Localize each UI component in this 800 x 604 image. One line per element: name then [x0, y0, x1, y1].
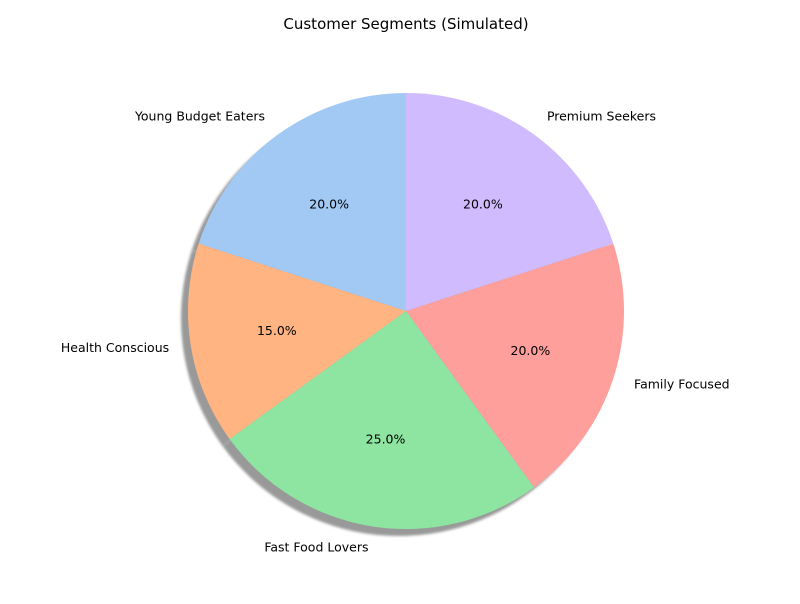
- pie-slice-family-focused: [406, 243, 625, 488]
- pie-slice-fast-food-lovers: [229, 311, 535, 530]
- pie-slice-young-budget-eaters: [198, 93, 406, 311]
- slice-label-fast-food-lovers: Fast Food Lovers: [264, 539, 368, 554]
- pie-slice-premium-seekers: [406, 93, 614, 311]
- slice-labels: Young Budget Eaters Health Conscious Fast …: [61, 109, 730, 555]
- pct-label-health-conscious: 15.0%: [257, 323, 297, 338]
- pie-slices: [187, 93, 625, 530]
- percentage-labels: 20.0% 15.0% 25.0% 20.0% 20.0%: [257, 197, 550, 447]
- slice-label-premium-seekers: Premium Seekers: [547, 109, 656, 124]
- slice-label-health-conscious: Health Conscious: [61, 340, 169, 355]
- pct-label-fast-food-lovers: 25.0%: [366, 432, 406, 447]
- slice-label-young-budget-eaters: Young Budget Eaters: [134, 109, 265, 124]
- pct-label-family-focused: 20.0%: [511, 343, 551, 358]
- chart-title: Customer Segments (Simulated): [283, 15, 528, 33]
- pct-label-premium-seekers: 20.0%: [463, 197, 503, 212]
- pct-label-young-budget-eaters: 20.0%: [309, 197, 349, 212]
- slice-label-family-focused: Family Focused: [634, 377, 730, 392]
- pie-slice-health-conscious: [187, 243, 406, 440]
